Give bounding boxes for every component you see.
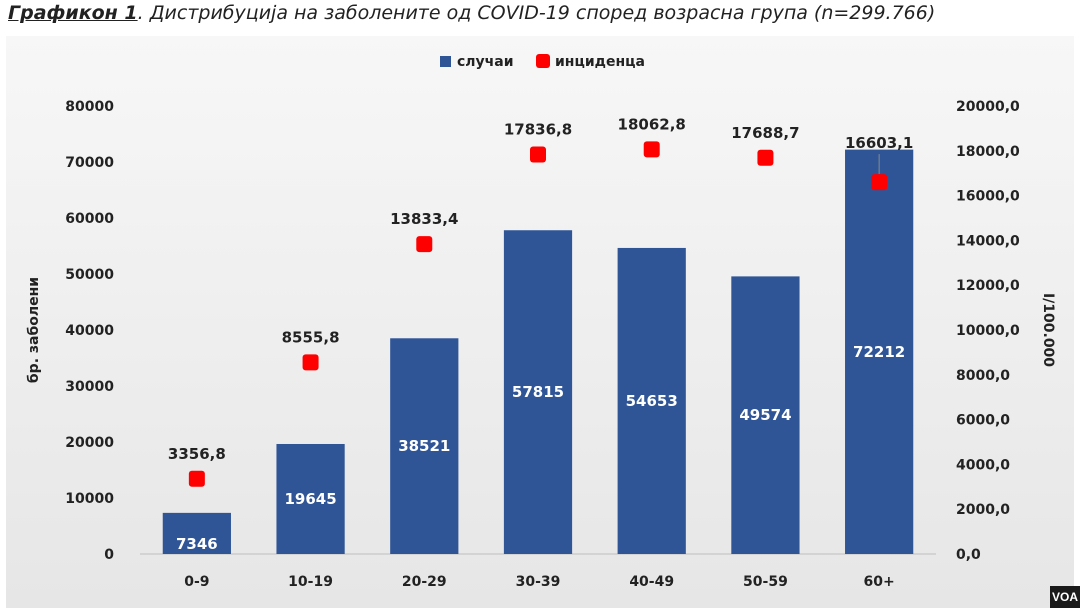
legend-swatch-cases bbox=[440, 56, 451, 67]
y2-tick-label: 12000,0 bbox=[956, 278, 1020, 294]
incidence-value-label: 17688,7 bbox=[731, 124, 799, 142]
y-axis-label: бр. заболени bbox=[26, 277, 42, 383]
bar-10-19 bbox=[276, 443, 345, 554]
y-tick-label: 20000 bbox=[65, 435, 114, 451]
chart-area: 0 10000 20000 30000 40000 50000 60000 70000 8000… bbox=[6, 36, 1074, 608]
incidence-point-30-39 bbox=[530, 146, 546, 163]
bar-value-label: 7346 bbox=[176, 535, 218, 553]
incidence-value-label: 18062,8 bbox=[618, 115, 686, 133]
x-tick-label: 40-49 bbox=[629, 574, 674, 590]
bar-value-label: 19645 bbox=[284, 490, 336, 508]
chart-svg: 0 10000 20000 30000 40000 50000 60000 70000 8000… bbox=[26, 54, 1056, 590]
legend-label-incidence: инциденца bbox=[555, 54, 645, 70]
x-tick-label: 20-29 bbox=[402, 574, 447, 590]
y-tick-label: 50000 bbox=[65, 267, 114, 283]
bar-60+ bbox=[845, 149, 914, 554]
bar-50-59 bbox=[731, 276, 800, 554]
y2-axis-label: I/100.000 bbox=[1040, 293, 1056, 367]
x-tick-label: 0-9 bbox=[184, 574, 209, 590]
y2-tick-label: 6000,0 bbox=[956, 413, 1010, 429]
y2-tick-label: 16000,0 bbox=[956, 189, 1020, 205]
incidence-point-50-59 bbox=[757, 149, 774, 166]
bar-value-label: 54653 bbox=[626, 392, 678, 410]
y2-tick-label: 18000,0 bbox=[956, 144, 1020, 160]
bar-0-9 bbox=[162, 512, 231, 554]
incidence-point-60+ bbox=[871, 174, 888, 191]
x-tick-label: 10-19 bbox=[288, 574, 333, 590]
incidence-value-label: 8555,8 bbox=[282, 328, 340, 346]
legend-label-cases: случаи bbox=[457, 54, 514, 70]
y2-tick-label: 2000,0 bbox=[956, 502, 1010, 518]
chart-title-rest: . Дистрибуција на заболените од COVID-19… bbox=[137, 2, 936, 24]
y-tick-label: 70000 bbox=[65, 155, 114, 171]
incidence-value-label: 16603,1 bbox=[845, 134, 913, 152]
incidence-value-label: 13833,4 bbox=[390, 210, 458, 228]
bar-value-label: 38521 bbox=[398, 437, 450, 455]
incidence-value-label: 17836,8 bbox=[504, 120, 572, 138]
bar-20-29 bbox=[390, 338, 459, 554]
legend-swatch-incidence bbox=[536, 54, 550, 68]
y-tick-label: 10000 bbox=[65, 491, 114, 507]
incidence-point-20-29 bbox=[416, 236, 433, 253]
y2-tick-label: 0,0 bbox=[956, 547, 981, 563]
y2-tick-label: 8000,0 bbox=[956, 368, 1010, 384]
x-tick-label: 60+ bbox=[864, 574, 895, 590]
x-tick-label: 30-39 bbox=[516, 574, 561, 590]
bar-30-39 bbox=[503, 230, 573, 554]
y-tick-label: 0 bbox=[104, 547, 114, 563]
title-bar: Графикон 1. Дистрибуција на заболените о… bbox=[0, 0, 1080, 32]
y2-tick-label: 4000,0 bbox=[956, 457, 1010, 473]
y-tick-label: 40000 bbox=[65, 323, 114, 339]
incidence-value-label: 3356,8 bbox=[168, 445, 226, 463]
chart-title: Графикон 1. Дистрибуција на заболените о… bbox=[8, 2, 935, 24]
voa-watermark: VOA bbox=[1050, 586, 1080, 608]
incidence-point-40-49 bbox=[643, 141, 660, 158]
y2-tick-label: 20000,0 bbox=[956, 99, 1020, 115]
incidence-point-0-9 bbox=[188, 470, 205, 487]
incidence-point-10-19 bbox=[302, 354, 319, 371]
chart-title-lead: Графикон 1 bbox=[8, 2, 138, 24]
bar-value-label: 72212 bbox=[853, 343, 905, 361]
x-tick-label: 50-59 bbox=[743, 574, 788, 590]
y2-tick-label: 14000,0 bbox=[956, 233, 1020, 249]
y-tick-label: 30000 bbox=[65, 379, 114, 395]
y-tick-label: 80000 bbox=[65, 99, 114, 115]
bar-40-49 bbox=[617, 247, 686, 554]
y2-tick-label: 10000,0 bbox=[956, 323, 1020, 339]
bar-value-label: 57815 bbox=[512, 383, 564, 401]
bar-value-label: 49574 bbox=[739, 406, 791, 424]
y-tick-label: 60000 bbox=[65, 211, 114, 227]
